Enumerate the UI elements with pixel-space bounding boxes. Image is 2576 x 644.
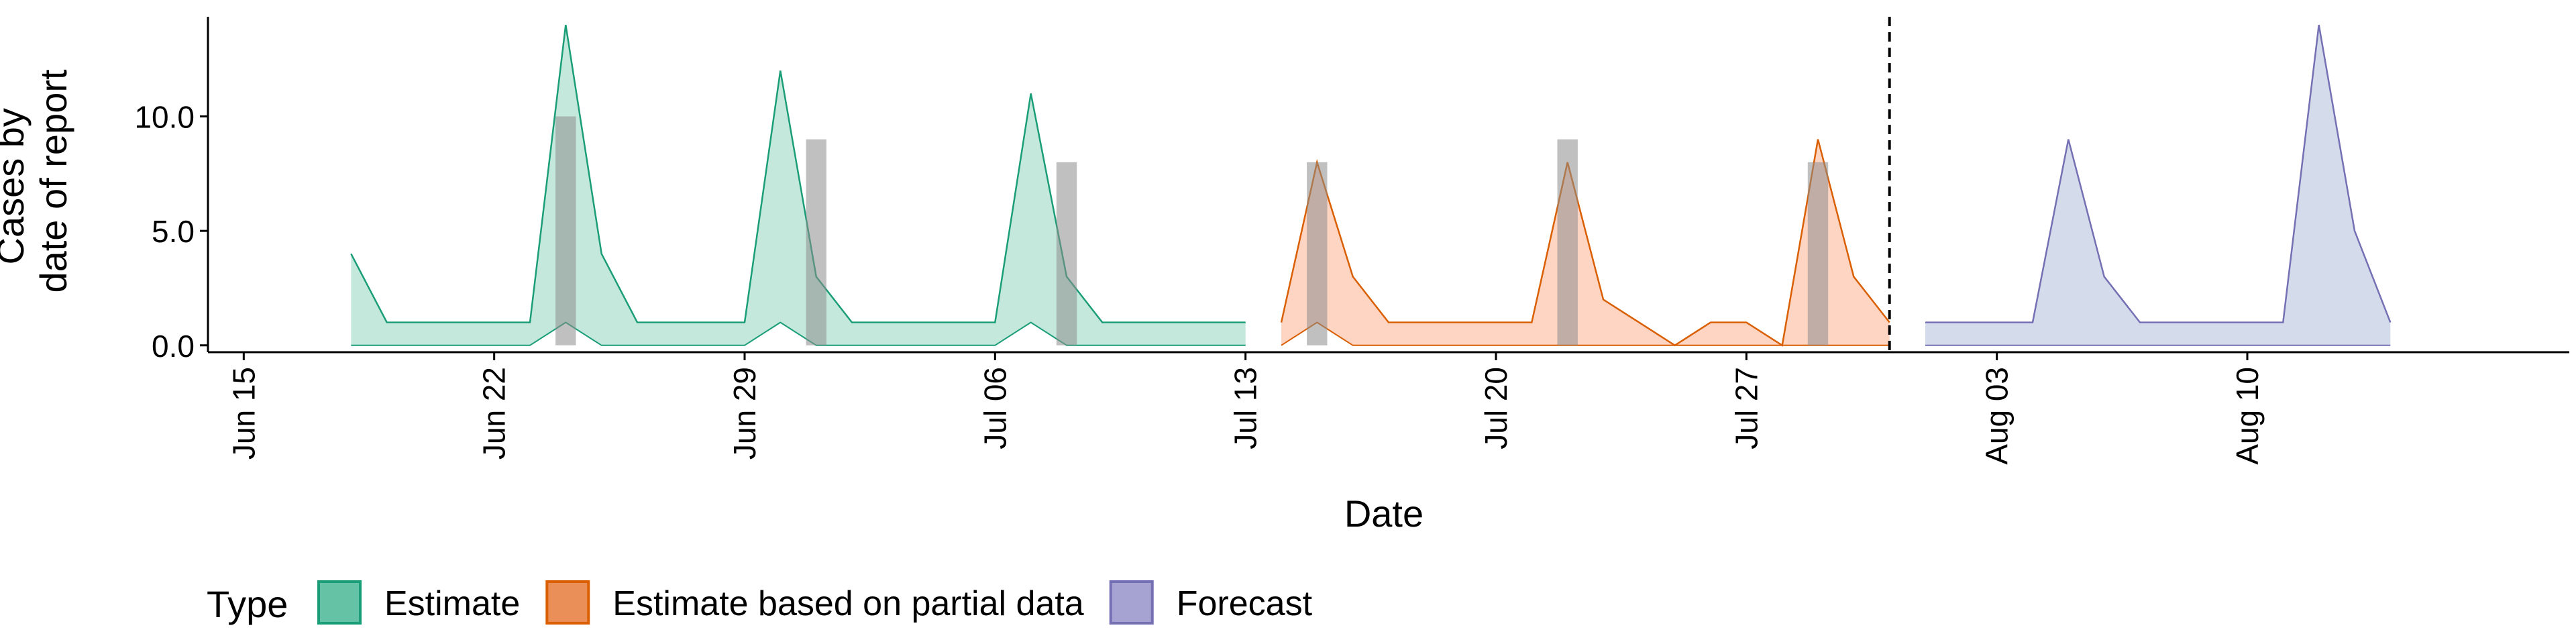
legend-label-1: Estimate based on partial data [612,584,1084,623]
bar-3 [1307,162,1328,345]
x-tick-label-1: Jun 22 [477,367,512,460]
bar-4 [1557,139,1578,345]
bar-0 [555,116,576,345]
axes: 0.0 5.0 10.0 Jun 15 Jun 22 Jun 29 Jul 06 Jul 13… [134,17,2569,465]
x-tick-label-6: Jul 27 [1729,367,1764,449]
x-tick-label-2: Jun 29 [727,367,762,460]
y-axis-title-line-2: date of report [32,69,74,293]
y-axis-title: Cases by date of report [0,69,74,293]
y-tick-label-2: 10.0 [134,100,195,135]
legend-label-0: Estimate [384,584,520,623]
x-tick-label-3: Jul 06 [977,367,1012,449]
y-tick-label-1: 5.0 [152,214,195,249]
legend-key-2 [1109,580,1154,625]
legend-label-2: Forecast [1177,584,1313,623]
bar-5 [1807,162,1829,345]
series-1-upper-line [1280,139,1890,347]
series-0-lower-line [351,321,1246,346]
series-1-ribbon [1281,139,1890,345]
x-tick-label-5: Jul 20 [1479,367,1513,449]
series-1-lower-line [1281,321,1890,346]
x-tick-label-4: Jul 13 [1228,367,1263,449]
legend-key-1 [545,580,590,625]
series-0-upper-line [350,24,1246,323]
y-axis-title-line-1: Cases by [0,108,32,264]
legend: Type Estimate Estimate based on partial d… [207,580,1313,625]
legend-key-0 [317,580,362,625]
series-2-upper-line [1925,24,2392,323]
x-tick-label-0: Jun 15 [226,367,261,460]
x-axis-title: Date [1344,492,1424,535]
legend-title: Type [207,583,288,625]
y-tick-label-0: 0.0 [152,329,195,364]
series-2-ribbon [1925,25,2391,345]
x-tick-label-7: Aug 03 [1980,367,2015,465]
bar-1 [806,139,826,345]
x-tick-label-8: Aug 10 [2230,367,2265,465]
series-0-ribbon [351,25,1246,345]
plot-area [350,17,2392,352]
bar-2 [1056,162,1077,345]
